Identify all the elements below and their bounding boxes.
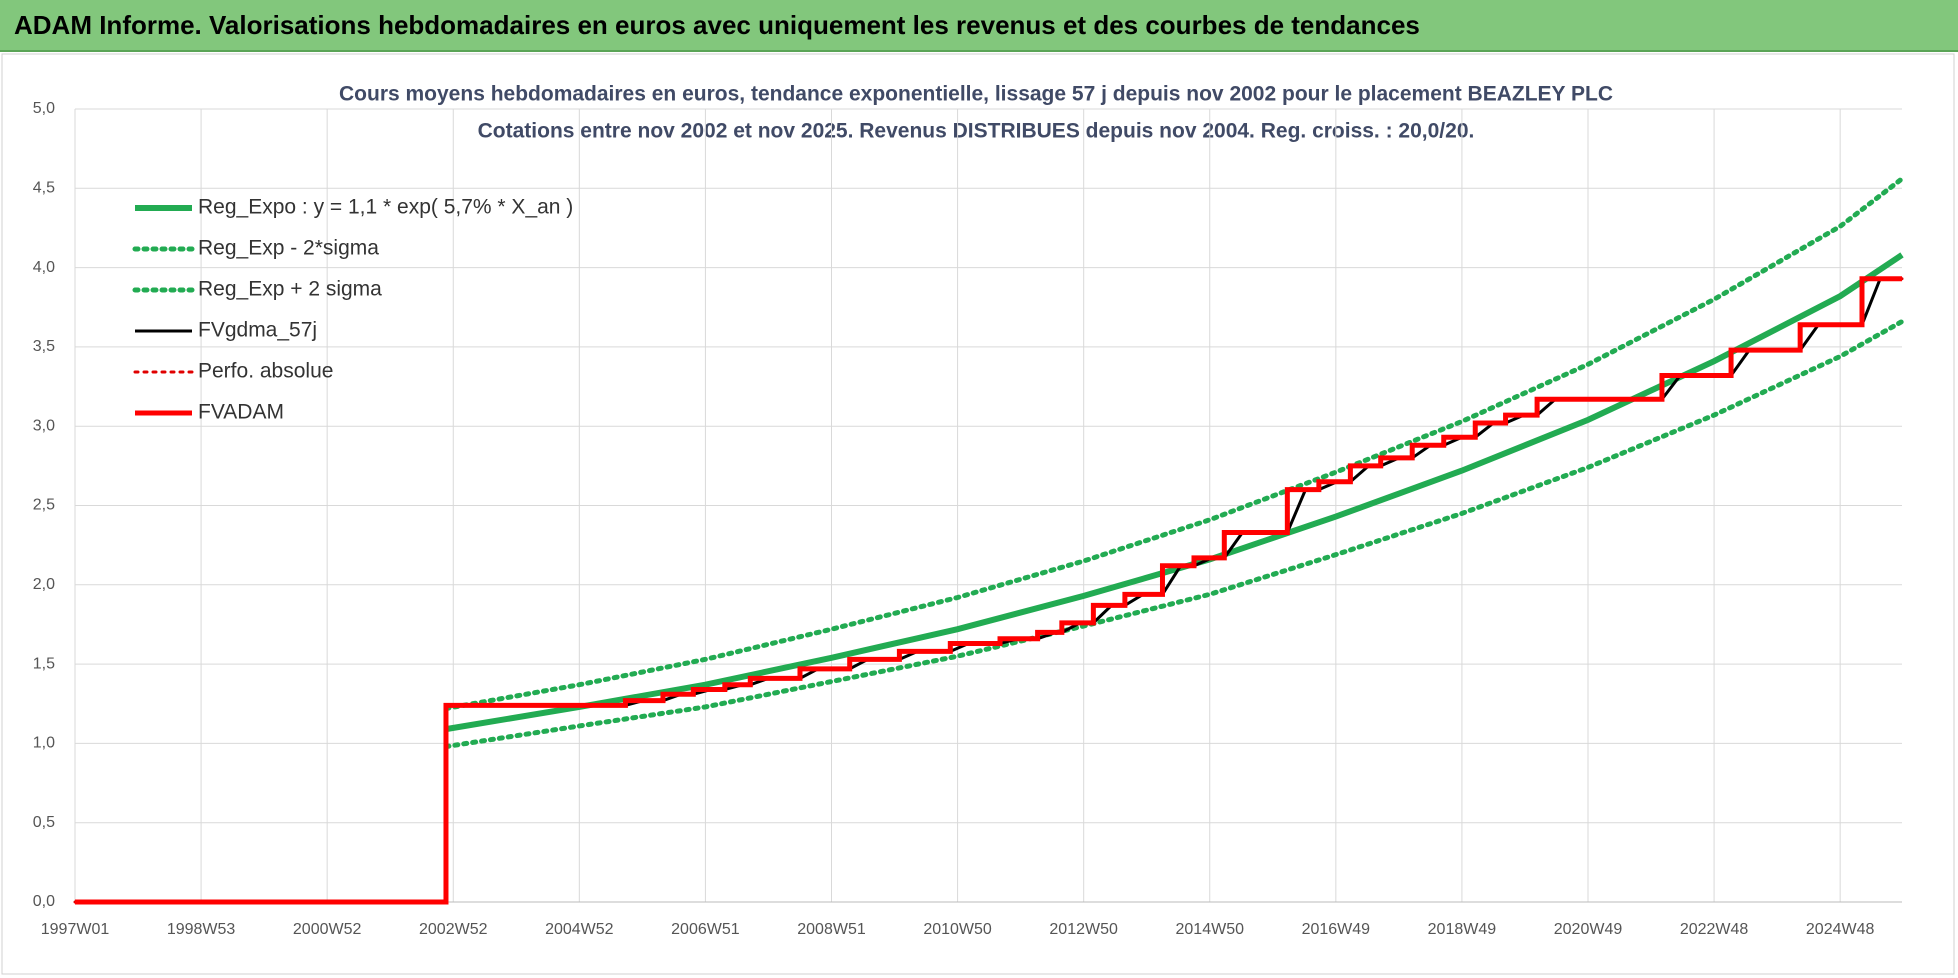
- x-tick-label: 2024W48: [1806, 921, 1875, 938]
- y-tick-label: 3,0: [33, 417, 55, 434]
- y-tick-label: 1,0: [33, 735, 55, 752]
- x-tick-label: 2020W49: [1554, 921, 1623, 938]
- x-tick-label: 2012W50: [1049, 921, 1118, 938]
- y-tick-label: 2,0: [33, 576, 55, 593]
- x-tick-label: 2010W50: [923, 921, 992, 938]
- header: ADAM Informe. Valorisations hebdomadaire…: [0, 0, 1958, 52]
- legend-label: FVgdma_57j: [198, 319, 317, 342]
- series-line: [443, 176, 1905, 712]
- legend: Reg_Expo : y = 1,1 * exp( 5,7% * X_an ) R…: [132, 196, 573, 424]
- x-tick-label: 2000W52: [293, 921, 362, 938]
- x-tick-label: 2018W49: [1428, 921, 1497, 938]
- x-tick-label: 2022W48: [1680, 921, 1749, 938]
- header-title: ADAM Informe. Valorisations hebdomadaire…: [14, 10, 1420, 40]
- chart-title: Cours moyens hebdomadaires en euros, ten…: [339, 83, 1613, 106]
- legend-label: Reg_Exp + 2 sigma: [198, 278, 382, 301]
- y-tick-label: 4,5: [33, 180, 55, 197]
- y-tick-label: 1,5: [33, 655, 55, 672]
- y-tick-label: 2,5: [33, 497, 55, 514]
- x-tick-label: 1998W53: [167, 921, 236, 938]
- series-line: [75, 276, 1902, 905]
- legend-label: FVADAM: [198, 401, 284, 424]
- y-tick-label: 4,0: [33, 259, 55, 276]
- chart: Cours moyens hebdomadaires en euros, ten…: [1, 53, 1955, 975]
- legend-label: Perfo. absolue: [198, 360, 333, 383]
- x-tick-label: 2016W49: [1302, 921, 1371, 938]
- x-tick-label: 2004W52: [545, 921, 614, 938]
- y-tick-label: 5,0: [33, 100, 55, 117]
- y-tick-label: 3,5: [33, 338, 55, 355]
- series-line: [443, 319, 1905, 750]
- x-tick-label: 2008W51: [797, 921, 866, 938]
- chart-subtitle: Cotations entre nov 2002 et nov 2025. Re…: [478, 120, 1475, 143]
- legend-label: Reg_Exp - 2*sigma: [198, 237, 379, 260]
- chart-frame: [1, 53, 1955, 975]
- x-tick-label: 2002W52: [419, 921, 488, 938]
- x-tick-label: 1997W01: [41, 921, 110, 938]
- legend-label: Reg_Expo : y = 1,1 * exp( 5,7% * X_an ): [198, 196, 573, 219]
- y-tick-label: 0,0: [33, 893, 55, 910]
- y-tick-label: 0,5: [33, 814, 55, 831]
- x-tick-label: 2006W51: [671, 921, 740, 938]
- x-tick-label: 2014W50: [1176, 921, 1245, 938]
